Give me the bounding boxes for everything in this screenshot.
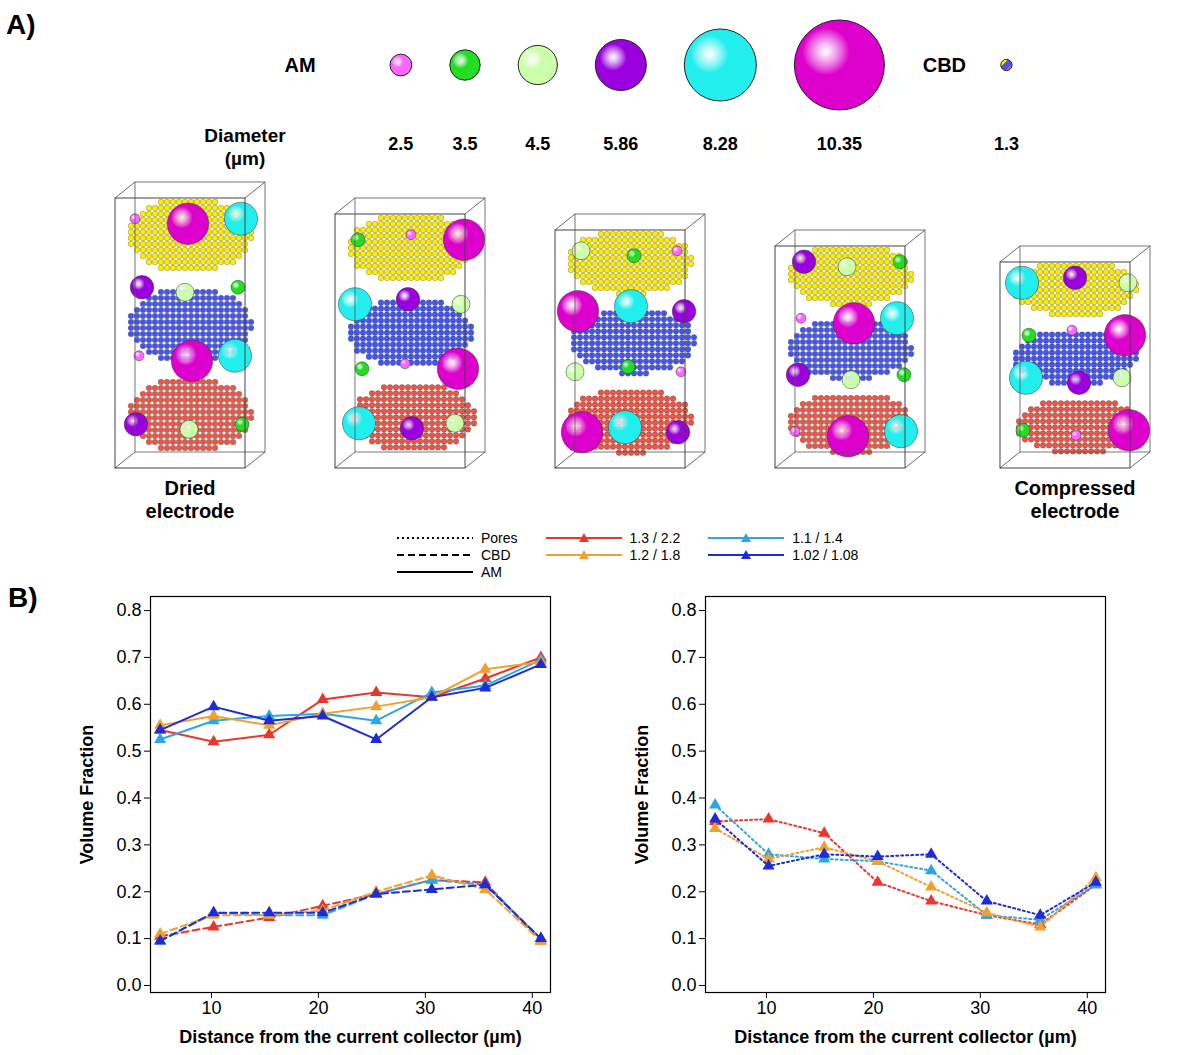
svg-text:40: 40 [522, 998, 542, 1018]
svg-text:0.5: 0.5 [671, 741, 696, 761]
svg-text:0.0: 0.0 [671, 975, 696, 995]
svg-text:CBD: CBD [923, 54, 966, 76]
html-text:1.2 / 1.8: 1.2 / 1.8 [629, 547, 681, 563]
html-text:AM: AM [481, 564, 502, 580]
svg-text:2.5: 2.5 [388, 134, 413, 154]
svg-text:0.2: 0.2 [116, 882, 141, 902]
svg-text:Volume Fraction: Volume Fraction [632, 725, 652, 865]
svg-text:20: 20 [308, 998, 328, 1018]
html-text:CBD: CBD [481, 547, 511, 563]
svg-text:electrode: electrode [1031, 500, 1120, 522]
svg-text:0.3: 0.3 [671, 835, 696, 855]
svg-text:A): A) [6, 9, 36, 40]
svg-text:Volume Fraction: Volume Fraction [77, 725, 97, 865]
svg-text:40: 40 [1077, 998, 1097, 1018]
svg-text:5.86: 5.86 [603, 134, 638, 154]
svg-text:1.3: 1.3 [994, 134, 1019, 154]
svg-text:0.3: 0.3 [116, 835, 141, 855]
svg-text:8.28: 8.28 [703, 134, 738, 154]
svg-text:0.4: 0.4 [116, 788, 141, 808]
svg-text:10: 10 [201, 998, 221, 1018]
svg-text:0.0: 0.0 [116, 975, 141, 995]
html-text:B): B) [8, 582, 38, 613]
svg-text:0.8: 0.8 [116, 600, 141, 620]
html-text:1.3 / 2.2: 1.3 / 2.2 [629, 530, 681, 546]
svg-text:electrode: electrode [146, 500, 235, 522]
svg-text:0.6: 0.6 [671, 694, 696, 714]
svg-text:AM: AM [284, 54, 315, 76]
svg-text:10: 10 [756, 998, 776, 1018]
html-text:1.02 / 1.08: 1.02 / 1.08 [792, 547, 859, 563]
svg-text:Distance from the current coll: Distance from the current collector (µm) [734, 1027, 1076, 1047]
svg-text:0.2: 0.2 [671, 882, 696, 902]
svg-text:4.5: 4.5 [525, 134, 550, 154]
svg-text:0.7: 0.7 [671, 647, 696, 667]
svg-text:0.1: 0.1 [671, 928, 696, 948]
svg-text:0.7: 0.7 [116, 647, 141, 667]
svg-text:30: 30 [970, 998, 990, 1018]
svg-text:0.8: 0.8 [671, 600, 696, 620]
svg-text:Distance from the current coll: Distance from the current collector (µm) [179, 1027, 521, 1047]
svg-text:3.5: 3.5 [452, 134, 477, 154]
svg-text:0.1: 0.1 [116, 928, 141, 948]
svg-text:10.35: 10.35 [817, 134, 862, 154]
svg-text:30: 30 [415, 998, 435, 1018]
svg-text:0.6: 0.6 [116, 694, 141, 714]
svg-text:20: 20 [863, 998, 883, 1018]
html-text:Pores: Pores [481, 530, 518, 546]
svg-text:(µm): (µm) [225, 148, 266, 169]
svg-text:Compressed: Compressed [1014, 477, 1135, 499]
svg-text:Diameter: Diameter [204, 125, 286, 146]
svg-text:0.5: 0.5 [116, 741, 141, 761]
svg-text:Dried: Dried [164, 477, 215, 499]
html-text:1.1 / 1.4: 1.1 / 1.4 [792, 530, 843, 546]
svg-text:0.4: 0.4 [671, 788, 696, 808]
